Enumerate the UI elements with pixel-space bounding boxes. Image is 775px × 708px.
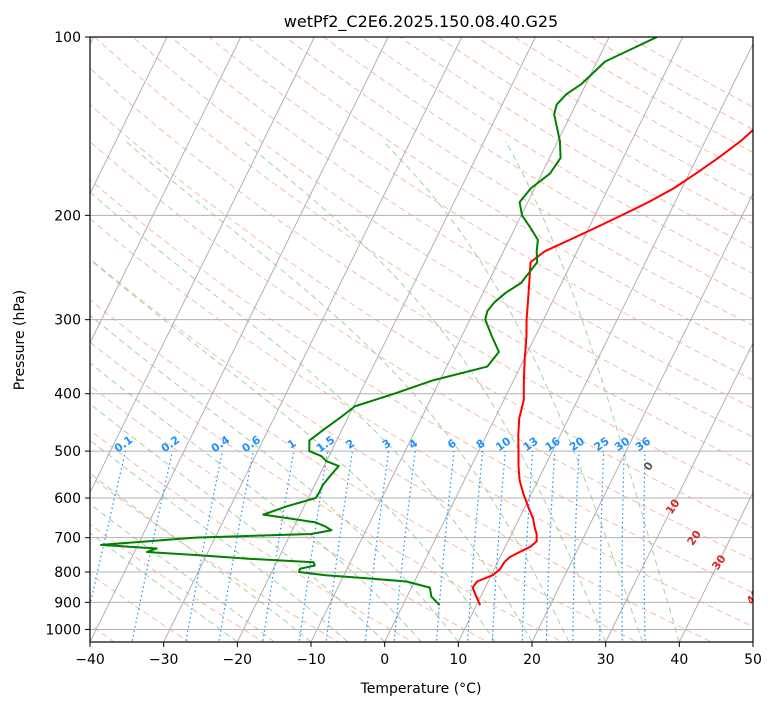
dry-adiabat-line	[589, 37, 753, 131]
isotherm-line	[678, 491, 753, 642]
moist-adiabat-label: 40	[744, 587, 764, 607]
mixing-ratio-line	[185, 450, 224, 642]
y-tick-label: 1000	[45, 622, 81, 638]
moist-adiabat-line	[90, 362, 422, 642]
y-axis-label: Pressure (hPa)	[12, 290, 28, 390]
y-tick-label: 500	[54, 444, 81, 460]
moist-adiabat-line	[90, 191, 533, 642]
dry-adiabat-line	[284, 37, 753, 327]
dry-adiabat-line	[90, 523, 265, 642]
x-axis-label: Temperature (°C)	[360, 681, 482, 697]
mixing-ratio-line	[218, 450, 254, 642]
isotherm-line	[531, 192, 753, 642]
x-tick-label: −30	[149, 652, 179, 668]
dry-adiabat-line	[399, 37, 753, 249]
y-tick-label: 600	[54, 491, 81, 507]
dry-adiabat-line	[93, 37, 753, 468]
x-tick-label: 30	[597, 652, 615, 668]
dry-adiabat-line	[132, 37, 753, 438]
x-tick-label: 50	[744, 652, 762, 668]
x-tick-label: 20	[523, 652, 541, 668]
x-tick-label: 0	[380, 652, 389, 668]
isotherm-line	[90, 37, 242, 345]
y-tick-label: 400	[54, 387, 81, 403]
chart-title: wetPf2_C2E6.2025.150.08.40.G25	[284, 12, 558, 32]
dry-adiabat-line	[322, 37, 753, 300]
dry-adiabat-line	[246, 37, 753, 353]
dry-adiabat-line	[90, 429, 414, 642]
isotherm-line	[457, 42, 753, 642]
y-tick-label: 100	[54, 30, 81, 46]
mixing-ratio-line	[90, 450, 127, 608]
isotherm-line	[236, 37, 536, 642]
temperature-profile-line	[471, 128, 753, 606]
plot-frame	[89, 36, 754, 643]
dry-adiabat-line	[90, 299, 639, 642]
x-axis-ticks: −40 −30 −20 −10 0 10 20 30 40 50	[75, 642, 762, 668]
isotherm-line	[384, 37, 684, 642]
moist-adiabat-line	[382, 140, 643, 642]
moist-adiabat-line	[243, 140, 607, 642]
moist-adiabat-line	[90, 258, 496, 642]
moist-adiabat-line	[125, 140, 570, 642]
dry-adiabat-line	[90, 67, 753, 498]
moist-adiabat-line	[90, 439, 349, 642]
y-tick-label: 700	[54, 531, 81, 547]
dry-adiabat-line	[361, 37, 753, 275]
moist-adiabat-line	[90, 314, 459, 642]
moist-adiabat-line	[90, 503, 275, 642]
mixing-ratio-line	[262, 450, 295, 642]
x-tick-label: −10	[296, 652, 326, 668]
y-tick-label: 200	[54, 208, 81, 224]
isotherm-line	[90, 37, 168, 195]
isotherm-line	[90, 37, 315, 494]
plot-background	[90, 37, 753, 642]
y-axis-ticks: 100 200 300 400 500 600 700 800 900 1000	[45, 30, 90, 638]
y-tick-label: 800	[54, 565, 81, 581]
profile-series	[100, 37, 753, 606]
isotherm-line	[163, 37, 463, 642]
x-tick-label: 10	[449, 652, 467, 668]
y-tick-label: 300	[54, 313, 81, 329]
moist-adiabat-line	[90, 472, 312, 642]
x-tick-label: −20	[223, 652, 253, 668]
dry-adiabat-line	[90, 218, 753, 628]
dry-adiabat-line	[90, 103, 753, 529]
dry-adiabat-line	[208, 37, 753, 381]
y-tick-label: 900	[54, 595, 81, 611]
moist-adiabat-line	[505, 141, 680, 642]
x-tick-label: −40	[75, 652, 105, 668]
x-tick-label: 40	[670, 652, 688, 668]
dry-adiabat-line	[170, 37, 753, 409]
dewpoint-profile-line	[100, 37, 658, 606]
isotherm-line	[605, 341, 753, 642]
